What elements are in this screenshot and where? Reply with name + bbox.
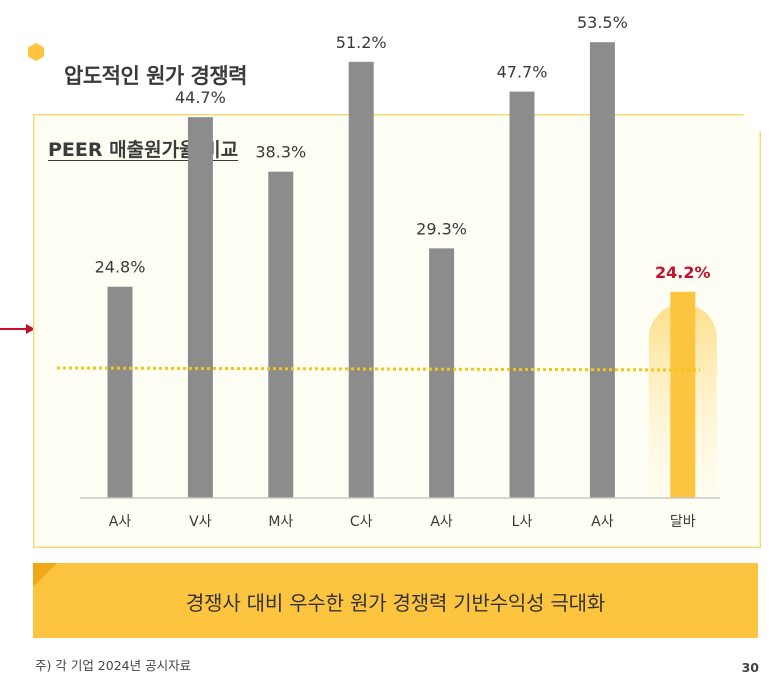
category-label: A사 [591,514,614,530]
bar [670,291,696,498]
data-label: 24.2% [655,263,711,282]
category-label: A사 [430,514,453,530]
summary-banner: 경쟁사 대비 우수한 원가 경쟁력 기반수익성 극대화 [33,563,758,638]
hexagon-bullet-icon [28,43,44,61]
bar [348,61,374,498]
bar [107,286,133,498]
data-label: 51.2% [336,33,387,52]
category-label: L사 [512,514,533,530]
card-corner-fold [743,114,761,132]
data-label: 44.7% [175,88,226,107]
footnote: 주) 각 기업 2024년 공시자료 [35,658,192,673]
bar [509,91,535,498]
bar [187,117,213,498]
banner-text: 경쟁사 대비 우수한 원가 경쟁력 기반수익성 극대화 [185,591,606,615]
bar [429,248,455,498]
reference-line [56,366,701,372]
bar [589,42,615,499]
data-label: 47.7% [497,63,548,82]
data-label: 38.3% [255,143,306,162]
page-number: 30 [741,660,759,675]
category-label: C사 [350,514,373,530]
bar [268,171,294,498]
chart-card [33,114,761,548]
data-label: 29.3% [416,219,467,238]
data-label: 24.8% [95,258,146,277]
category-label: M사 [268,514,293,530]
page-title: 압도적인 원가 경쟁력 [64,64,248,88]
data-label: 53.5% [577,13,628,32]
arrow-right-icon [0,324,35,334]
category-label: V사 [189,514,212,530]
category-label: 달바 [670,514,696,530]
category-label: A사 [109,514,132,530]
banner-corner [33,563,57,587]
